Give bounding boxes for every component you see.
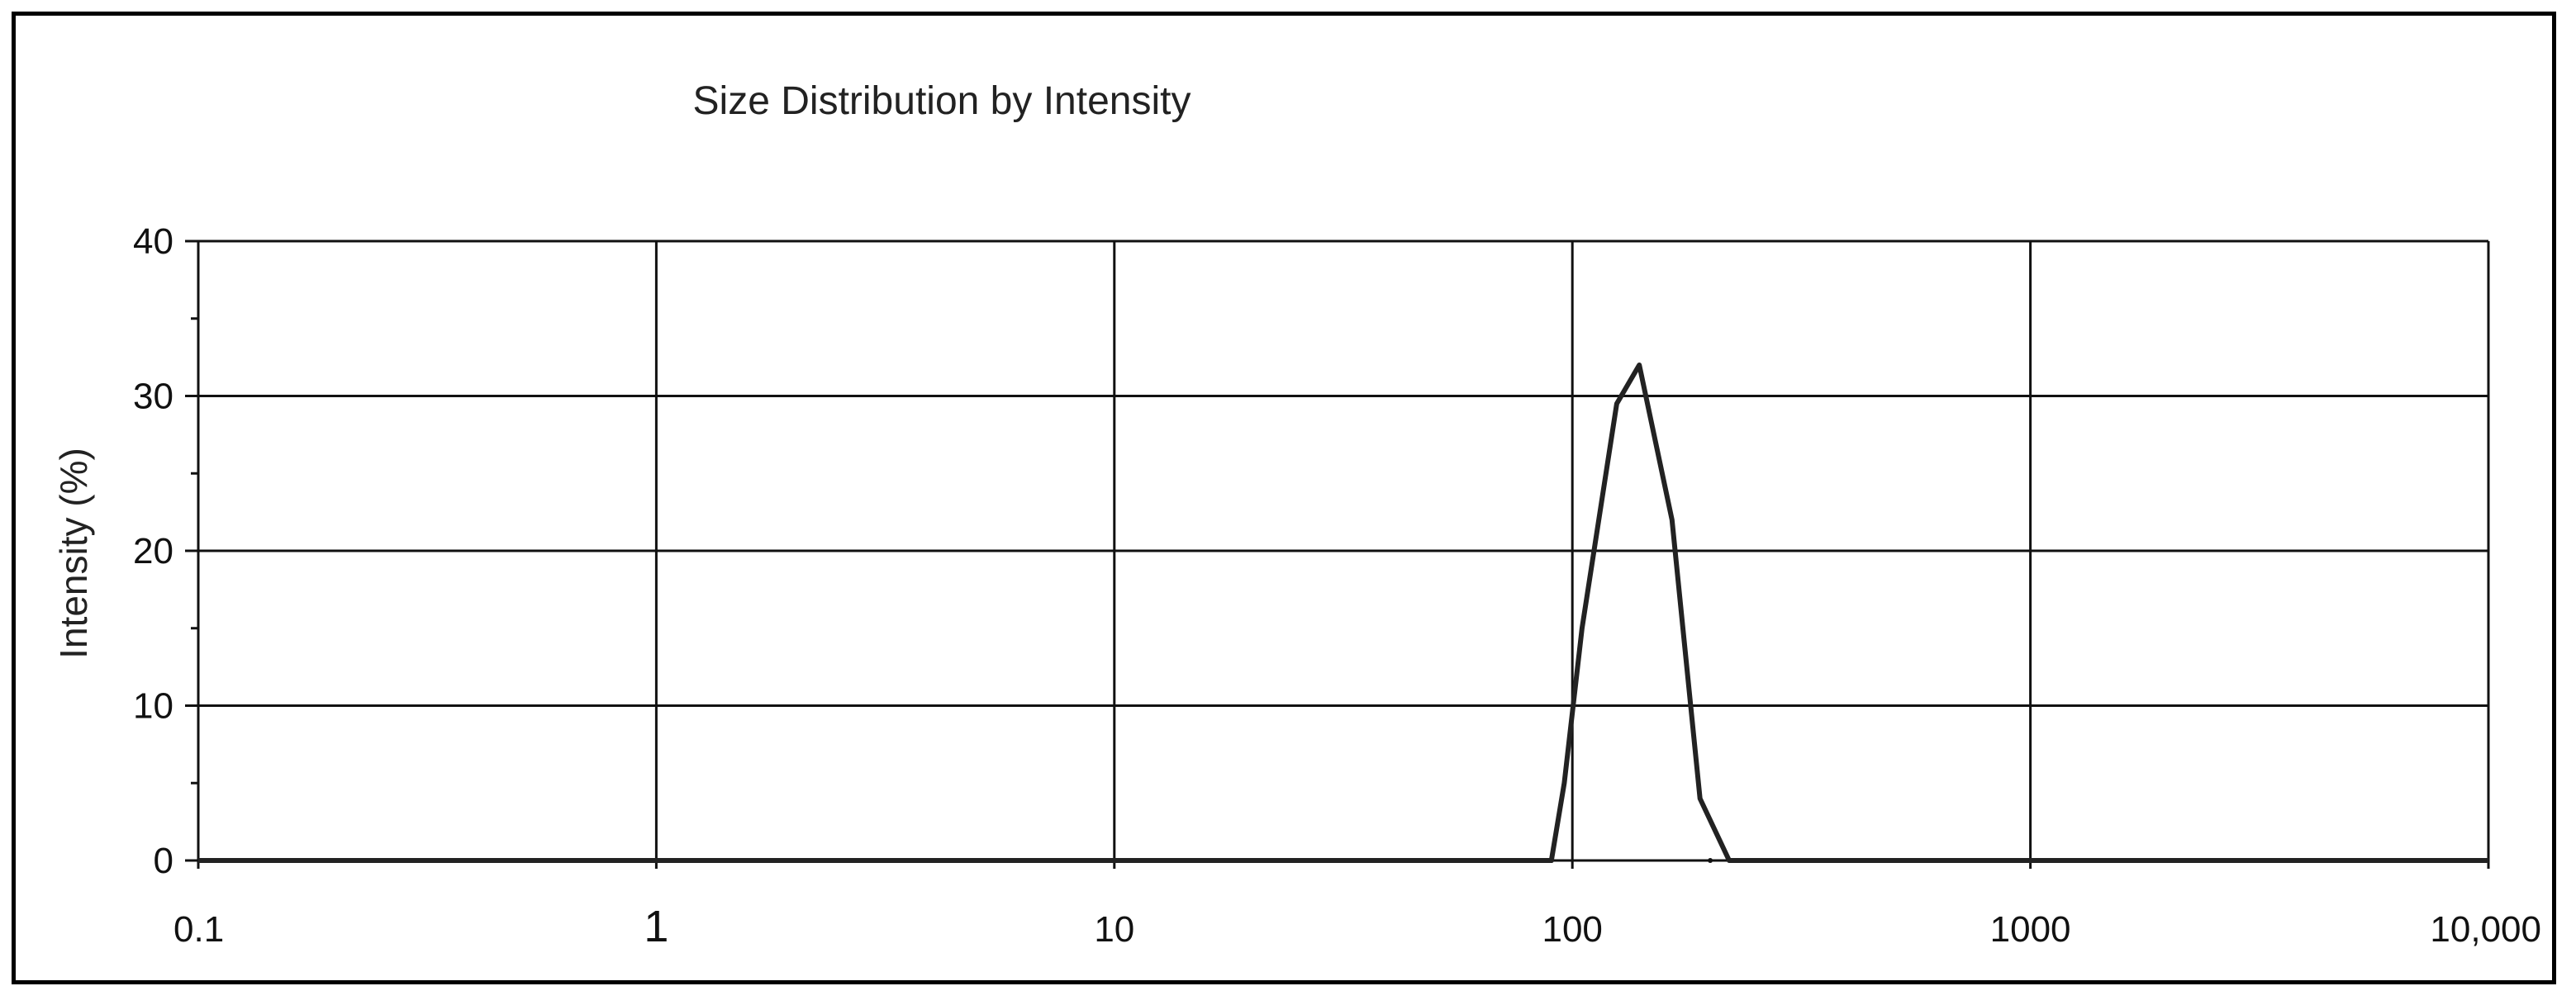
minor-ticks <box>191 317 2470 863</box>
y-tick-label: 20 <box>133 531 173 571</box>
y-tick-label: 40 <box>133 221 173 262</box>
x-tick-label: 0.1 <box>173 909 224 950</box>
chart-frame <box>12 12 2556 984</box>
chart-title: Size Distribution by Intensity <box>693 79 1191 123</box>
grid-lines <box>198 239 2488 860</box>
axes <box>185 239 2490 869</box>
series-layer <box>198 363 2488 863</box>
y-axis-label: Intensity (%) <box>52 448 95 659</box>
x-tick-label: 100 <box>1542 909 1602 950</box>
tick-labels: 0 10 20 30 40 0.1 1 10 100 1000 10,000 <box>133 221 2541 951</box>
y-tick-label: 10 <box>133 686 173 727</box>
x-tick-label: 10,000 <box>2430 909 2541 950</box>
x-tick-label: 1 <box>644 902 668 951</box>
x-tick-label: 10 <box>1094 909 1134 950</box>
y-tick-label: 0 <box>154 841 173 881</box>
y-tick-label: 30 <box>133 377 173 417</box>
intensity-series-line <box>198 363 2488 863</box>
x-tick-label: 1000 <box>1990 909 2071 950</box>
